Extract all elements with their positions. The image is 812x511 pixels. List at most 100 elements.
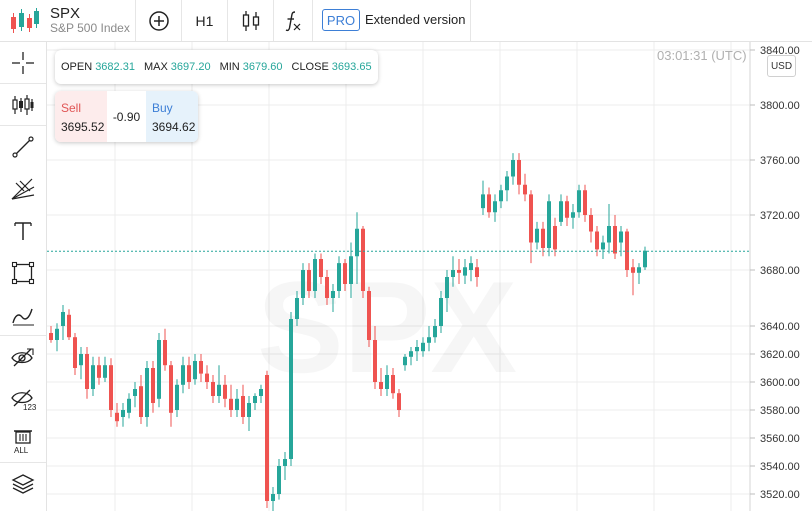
candle-body xyxy=(271,494,275,501)
candle xyxy=(439,291,443,333)
candle xyxy=(283,452,287,480)
sell-button[interactable]: Sell 3695.52 xyxy=(55,91,107,142)
candle-body xyxy=(115,412,119,422)
candle xyxy=(307,263,311,298)
candle-body xyxy=(415,347,419,352)
candle xyxy=(97,356,101,385)
candle xyxy=(403,354,407,371)
candle xyxy=(151,361,155,413)
crosshair-tool-button[interactable] xyxy=(0,42,46,84)
chart-type-button[interactable] xyxy=(228,0,273,41)
price-axis-label: 3620.00 xyxy=(760,349,800,361)
utc-clock: 03:01:31 (UTC) xyxy=(657,48,747,63)
candle-body xyxy=(283,459,287,466)
svg-text:ALL: ALL xyxy=(14,446,29,454)
brush-tool-button[interactable] xyxy=(0,294,46,336)
candles-icon xyxy=(242,10,259,31)
candle xyxy=(481,180,485,215)
candle xyxy=(451,256,455,287)
candle-body xyxy=(295,298,299,319)
currency-button[interactable]: USD xyxy=(767,55,796,77)
candle xyxy=(133,382,137,408)
candle xyxy=(157,333,161,408)
buy-label: Buy xyxy=(152,101,173,115)
candle xyxy=(571,204,575,229)
candle-body xyxy=(349,256,353,284)
candle-body xyxy=(511,160,515,177)
add-indicator-button[interactable] xyxy=(136,0,181,41)
plus-circle-icon xyxy=(148,10,169,31)
candle-body xyxy=(61,312,65,326)
candle-body xyxy=(55,328,59,340)
text-tool-button[interactable] xyxy=(0,210,46,252)
min-value: 3679.60 xyxy=(242,61,283,73)
candle xyxy=(331,284,335,312)
remove-all-button[interactable]: ALL xyxy=(0,420,46,462)
candle-body xyxy=(601,242,605,250)
close-label: CLOSE xyxy=(291,61,329,73)
layers-button[interactable] xyxy=(0,463,46,505)
crosshair-icon xyxy=(12,52,34,74)
candle xyxy=(415,340,419,361)
candle xyxy=(145,361,149,427)
candle xyxy=(193,354,197,385)
trend-line-tool-button[interactable] xyxy=(0,126,46,168)
candles-icon xyxy=(12,95,34,115)
chart-canvas[interactable]: SPX 3840.003800.003760.003720.003680.003… xyxy=(47,42,812,511)
candle xyxy=(109,358,113,417)
formula-button[interactable] xyxy=(274,0,312,41)
candle-body xyxy=(97,365,101,378)
toolbar-divider xyxy=(135,0,136,41)
candle xyxy=(643,246,647,270)
candle-body xyxy=(547,201,551,248)
candle xyxy=(55,323,59,352)
svg-text:123: 123 xyxy=(23,403,36,411)
candle-body xyxy=(175,384,179,410)
candle xyxy=(247,396,251,431)
text-icon xyxy=(14,222,32,240)
candle xyxy=(139,375,143,424)
interval-button[interactable]: H1 xyxy=(182,0,227,41)
candle xyxy=(91,356,95,396)
candle xyxy=(49,326,53,343)
buy-button[interactable]: Buy 3694.62 xyxy=(146,91,198,142)
candle-body xyxy=(157,340,161,399)
candle-body xyxy=(199,361,203,374)
candle xyxy=(85,347,89,399)
candle-body xyxy=(613,226,617,254)
candle xyxy=(361,226,365,298)
candle xyxy=(169,361,173,427)
candle-body xyxy=(223,384,227,399)
candle xyxy=(577,184,581,218)
candle-body xyxy=(277,466,281,494)
candle-body xyxy=(181,365,185,385)
candle xyxy=(613,215,617,259)
candle xyxy=(199,354,203,382)
candle-body xyxy=(523,184,527,195)
chart-grid xyxy=(47,42,750,511)
candle xyxy=(493,194,497,222)
candle-body xyxy=(127,398,131,413)
candle-body xyxy=(505,176,509,191)
pro-badge[interactable]: PRO xyxy=(322,9,360,31)
candle-body xyxy=(595,231,599,250)
candle-body xyxy=(451,270,455,277)
candle-body xyxy=(457,270,461,273)
candle-body xyxy=(571,212,575,218)
hide-indicators-button[interactable]: 123 xyxy=(0,378,46,420)
rectangle-icon xyxy=(11,261,35,285)
candle-body xyxy=(103,365,107,378)
layers-icon xyxy=(11,474,35,494)
hide-drawings-button[interactable] xyxy=(0,336,46,378)
function-icon xyxy=(285,10,301,31)
rectangle-tool-button[interactable] xyxy=(0,252,46,294)
candle-body xyxy=(205,373,209,382)
price-axis-label: 3680.00 xyxy=(760,265,800,277)
candle xyxy=(637,263,641,284)
price-chart[interactable]: SPX 3840.00 3800.00 3760.00 3720.00 3680.00 3… xyxy=(47,42,812,511)
extended-version-link[interactable]: Extended version xyxy=(365,12,466,27)
indicators-tool-button[interactable] xyxy=(0,84,46,126)
fib-tool-button[interactable] xyxy=(0,168,46,210)
candle-body xyxy=(541,228,545,248)
